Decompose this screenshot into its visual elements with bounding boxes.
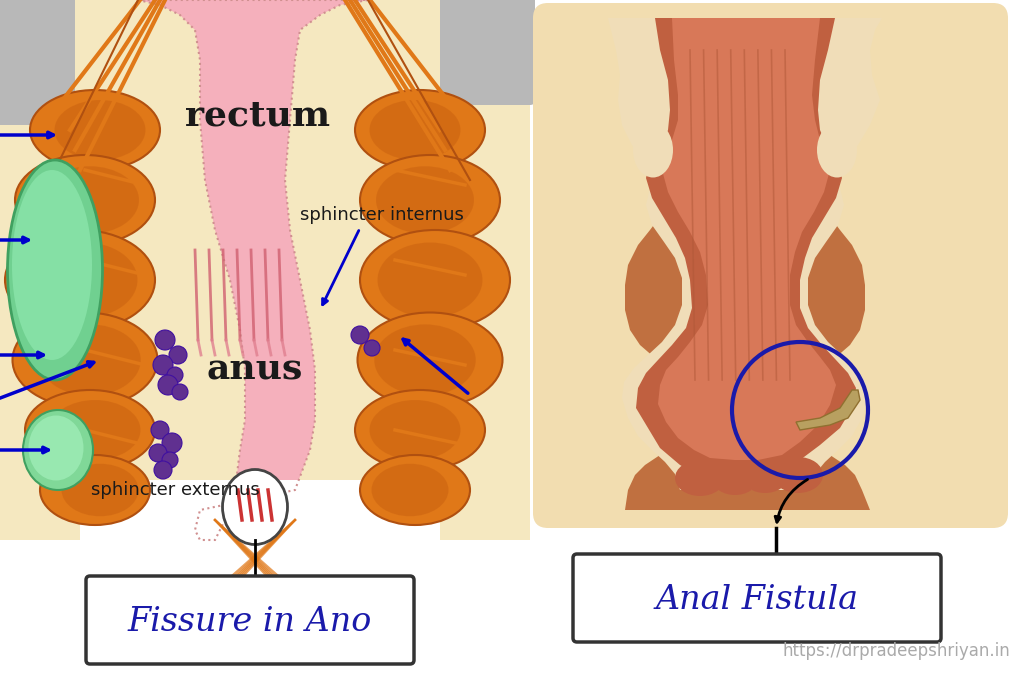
Ellipse shape [30,90,160,170]
Ellipse shape [222,469,288,544]
Circle shape [169,346,187,364]
Text: sphincter internus: sphincter internus [300,206,464,224]
Ellipse shape [49,400,140,460]
FancyBboxPatch shape [573,554,941,642]
Ellipse shape [372,464,449,516]
Circle shape [167,367,183,383]
Ellipse shape [25,390,155,470]
FancyBboxPatch shape [534,3,1008,528]
Ellipse shape [817,122,857,178]
Ellipse shape [773,457,823,493]
Circle shape [153,355,173,375]
Ellipse shape [370,100,461,160]
Text: https://drpradeepshriyan.in: https://drpradeepshriyan.in [782,642,1010,660]
FancyBboxPatch shape [86,576,414,664]
Ellipse shape [360,455,470,525]
FancyBboxPatch shape [0,0,75,125]
Ellipse shape [355,390,485,470]
Text: Anal Fistula: Anal Fistula [655,584,858,616]
Circle shape [364,340,380,356]
FancyBboxPatch shape [80,480,440,603]
Ellipse shape [675,460,725,496]
Circle shape [150,444,167,462]
Ellipse shape [61,464,138,516]
Polygon shape [590,18,961,510]
Ellipse shape [33,242,137,318]
Ellipse shape [54,100,145,160]
Ellipse shape [29,415,84,481]
Text: Fissure in Ano: Fissure in Ano [128,606,372,638]
Polygon shape [138,0,368,540]
Ellipse shape [370,400,461,460]
Circle shape [351,326,369,344]
Ellipse shape [12,170,92,360]
Ellipse shape [743,463,787,493]
Polygon shape [636,18,856,478]
Text: anus: anus [207,353,303,387]
Bar [0,0,530,540]
Ellipse shape [39,324,140,395]
Ellipse shape [5,230,155,330]
Text: sphincter externus: sphincter externus [91,481,259,499]
Ellipse shape [355,90,485,170]
Circle shape [158,375,178,395]
Circle shape [172,384,188,400]
Ellipse shape [40,455,150,525]
Circle shape [151,421,169,439]
Ellipse shape [378,242,482,318]
Circle shape [162,433,182,453]
Circle shape [154,461,172,479]
Ellipse shape [15,155,155,245]
Ellipse shape [633,122,673,178]
Ellipse shape [7,160,102,380]
Circle shape [162,452,178,468]
Ellipse shape [374,324,476,395]
Ellipse shape [357,313,503,408]
Text: rectum: rectum [185,98,331,132]
Ellipse shape [23,410,93,490]
Polygon shape [608,18,882,490]
Circle shape [155,330,175,350]
Ellipse shape [376,166,474,234]
Ellipse shape [12,313,158,408]
FancyBboxPatch shape [440,0,535,105]
Ellipse shape [41,166,139,234]
Bar [530,0,1024,683]
Ellipse shape [360,155,500,245]
Polygon shape [796,390,860,430]
Ellipse shape [713,465,757,495]
Ellipse shape [360,230,510,330]
Polygon shape [658,18,836,460]
